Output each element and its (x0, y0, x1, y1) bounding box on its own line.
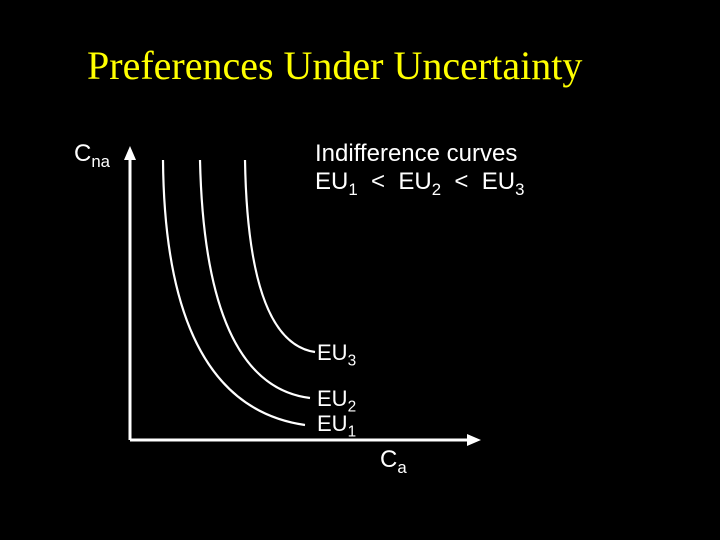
curve-eu3 (245, 160, 315, 352)
y-axis-arrowhead-icon (124, 146, 136, 160)
chart-canvas (0, 0, 720, 540)
curve-eu1 (163, 160, 305, 425)
curve-eu2 (200, 160, 310, 398)
x-axis-arrowhead-icon (467, 434, 481, 446)
